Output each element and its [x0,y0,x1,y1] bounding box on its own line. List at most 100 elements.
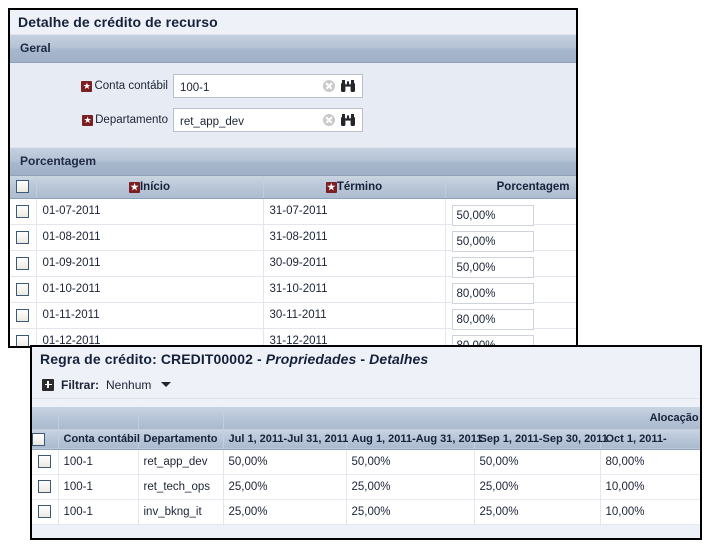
bottom-title-prefix: Regra de crédito: CREDIT00002 - [40,351,266,367]
percentage-input[interactable]: 50,00% [451,256,534,278]
row-checkbox-cell[interactable] [10,250,37,277]
table-row[interactable]: 01-10-2011 31-10-2011 80,00% [10,276,576,304]
column-header-oct[interactable]: Oct 1, 2011- [600,429,700,450]
table-row[interactable]: 01-09-2011 30-09-2011 50,00% [10,250,576,278]
cell-sep: 25,00% [474,499,601,525]
column-header-department[interactable]: Departamento [138,429,224,450]
column-header-end-text: Término [336,180,383,193]
column-header-sep[interactable]: Sep 1, 2011-Sep 30, 2011 [474,429,608,450]
department-lookup-field[interactable]: ret_app_dev [173,108,363,132]
row-checkbox[interactable] [16,230,30,244]
table-row[interactable]: 100-1 ret_tech_ops 25,00% 25,00% 25,00% … [32,474,700,500]
label-account-text: Conta contábil [94,80,168,92]
column-header-end[interactable]: ★Término [263,176,446,199]
filter-value[interactable]: Nenhum [106,377,152,392]
cell-jul: 25,00% [223,499,347,525]
row-checkbox[interactable] [16,256,30,270]
group-spacer-account [58,407,139,430]
percentage-input[interactable]: 50,00% [451,204,534,226]
row-checkbox[interactable] [16,282,30,296]
allocation-grid: Alocação Conta contábil Departamento Jul… [32,407,700,525]
credit-rule-detail-window: Regra de crédito: CREDIT00002 - Propried… [30,345,702,540]
row-checkbox[interactable] [38,480,52,493]
percentage-input[interactable]: 80,00% [451,308,534,330]
filter-spacer [32,399,700,407]
row-checkbox-cell[interactable] [10,198,37,225]
section-header-percentage: Porcentagem [10,147,576,176]
cell-end: 30-09-2011 [263,250,446,277]
cell-end: 31-12-2011 [263,328,446,346]
column-header-jul[interactable]: Jul 1, 2011-Jul 31, 2011 [223,429,348,450]
percentage-grid-body: 01-07-2011 31-07-2011 50,00% 01-08-2011 … [10,198,576,346]
select-all-header[interactable] [32,429,59,450]
cell-account[interactable]: 100-1 [58,499,139,525]
bottom-title-details: Detalhes [369,351,429,367]
table-row[interactable]: 100-1 inv_bkng_it 25,00% 25,00% 25,00% 1… [32,499,700,525]
row-checkbox[interactable] [16,334,30,346]
cell-start: 01-07-2011 [36,198,264,225]
label-department: ★ Departamento [10,114,173,126]
row-checkbox[interactable] [16,204,30,218]
binoculars-icon[interactable] [340,79,356,93]
table-row[interactable]: 100-1 ret_app_dev 50,00% 50,00% 50,00% 8… [32,449,700,475]
select-all-header[interactable] [10,176,37,199]
row-checkbox[interactable] [38,455,52,468]
row-checkbox[interactable] [38,505,52,518]
window-title: Detalhe de crédito de recurso [10,10,576,34]
allocation-group-header-row: Alocação [32,407,700,430]
column-header-account[interactable]: Conta contábil [58,429,140,450]
bottom-title-properties: Propriedades [265,351,357,367]
row-checkbox-cell[interactable] [10,328,37,346]
required-star-icon: ★ [82,114,94,126]
clear-circle-icon[interactable] [323,114,335,126]
department-value: ret_app_dev [180,116,244,128]
filter-label: Filtrar: [61,377,100,392]
cell-start: 01-12-2011 [36,328,264,346]
row-checkbox-cell[interactable] [10,302,37,329]
row-checkbox[interactable] [16,308,30,322]
cell-start: 01-10-2011 [36,276,264,303]
row-checkbox-cell[interactable] [32,499,59,525]
cell-account[interactable]: 100-1 [58,474,139,500]
table-row[interactable]: 01-11-2011 30-11-2011 80,00% [10,302,576,330]
column-header-start-text: Início [139,180,171,193]
percentage-input[interactable]: 80,00% [451,334,534,346]
table-row[interactable]: 01-08-2011 31-08-2011 50,00% [10,224,576,252]
form-row-department: ★ Departamento ret_app_dev [10,107,576,133]
cell-jul: 25,00% [223,474,347,500]
percentage-input[interactable]: 50,00% [451,230,534,252]
cell-account[interactable]: 100-1 [58,449,139,475]
select-all-checkbox[interactable] [32,432,45,446]
allocation-grid-body: 100-1 ret_app_dev 50,00% 50,00% 50,00% 8… [32,449,700,525]
required-star-icon: ★ [325,181,337,193]
table-row[interactable]: 01-07-2011 31-07-2011 50,00% [10,198,576,226]
required-star-icon: ★ [81,80,93,92]
bottom-title-separator: - [356,351,370,367]
table-row[interactable]: 01-12-2011 31-12-2011 80,00% [10,328,576,346]
group-spacer-department [138,407,224,430]
percentage-input[interactable]: 80,00% [451,282,534,304]
cell-aug: 25,00% [346,499,475,525]
select-all-checkbox[interactable] [16,180,30,194]
percentage-grid: ★Início ★Término Porcentagem 01-07-2011 … [10,176,576,346]
plus-square-icon[interactable] [42,378,54,391]
allocation-header-row: Conta contábil Departamento Jul 1, 2011-… [32,429,700,450]
account-lookup-field[interactable]: 100-1 [173,74,363,98]
column-header-start[interactable]: ★Início [36,176,264,199]
column-header-aug[interactable]: Aug 1, 2011-Aug 31, 2011 [346,429,482,450]
row-checkbox-cell[interactable] [10,224,37,251]
cell-start: 01-08-2011 [36,224,264,251]
row-checkbox-cell[interactable] [32,474,59,500]
cell-percentage: 80,00% [445,328,576,346]
resource-credit-detail-window: Detalhe de crédito de recurso Geral ★ Co… [8,8,578,348]
binoculars-icon[interactable] [340,113,356,127]
required-star-icon: ★ [128,181,140,193]
column-header-percentage[interactable]: Porcentagem [445,176,576,199]
grid-header-row: ★Início ★Término Porcentagem [10,176,576,199]
row-checkbox-cell[interactable] [10,276,37,303]
clear-circle-icon[interactable] [323,80,335,92]
row-checkbox-cell[interactable] [32,449,59,475]
section-header-general: Geral [10,34,576,63]
chevron-down-icon[interactable] [161,382,172,387]
